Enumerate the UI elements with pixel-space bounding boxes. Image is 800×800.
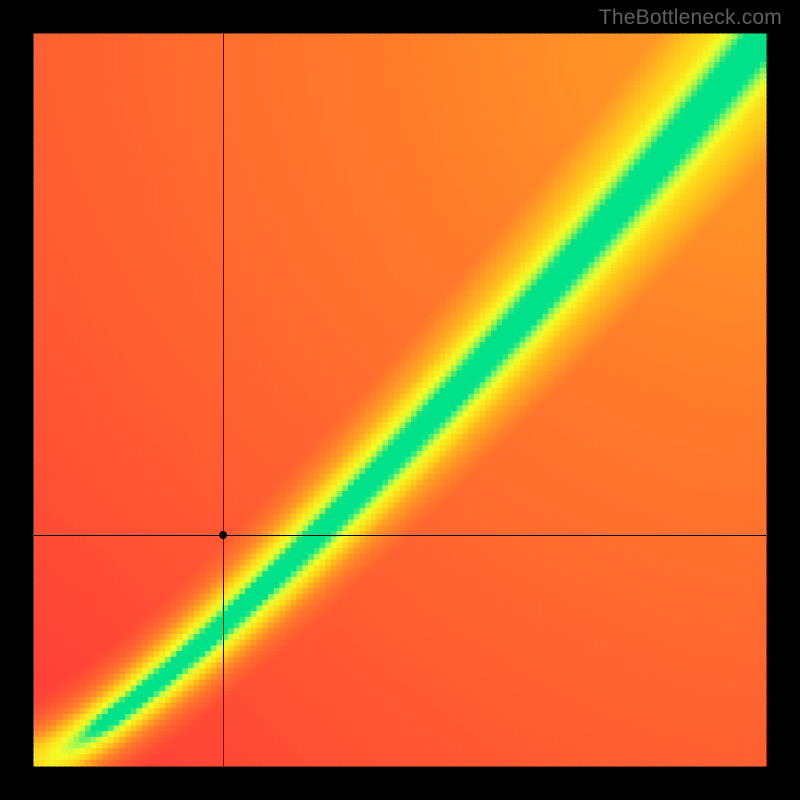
bottleneck-heatmap xyxy=(0,0,800,800)
chart-container: TheBottleneck.com xyxy=(0,0,800,800)
